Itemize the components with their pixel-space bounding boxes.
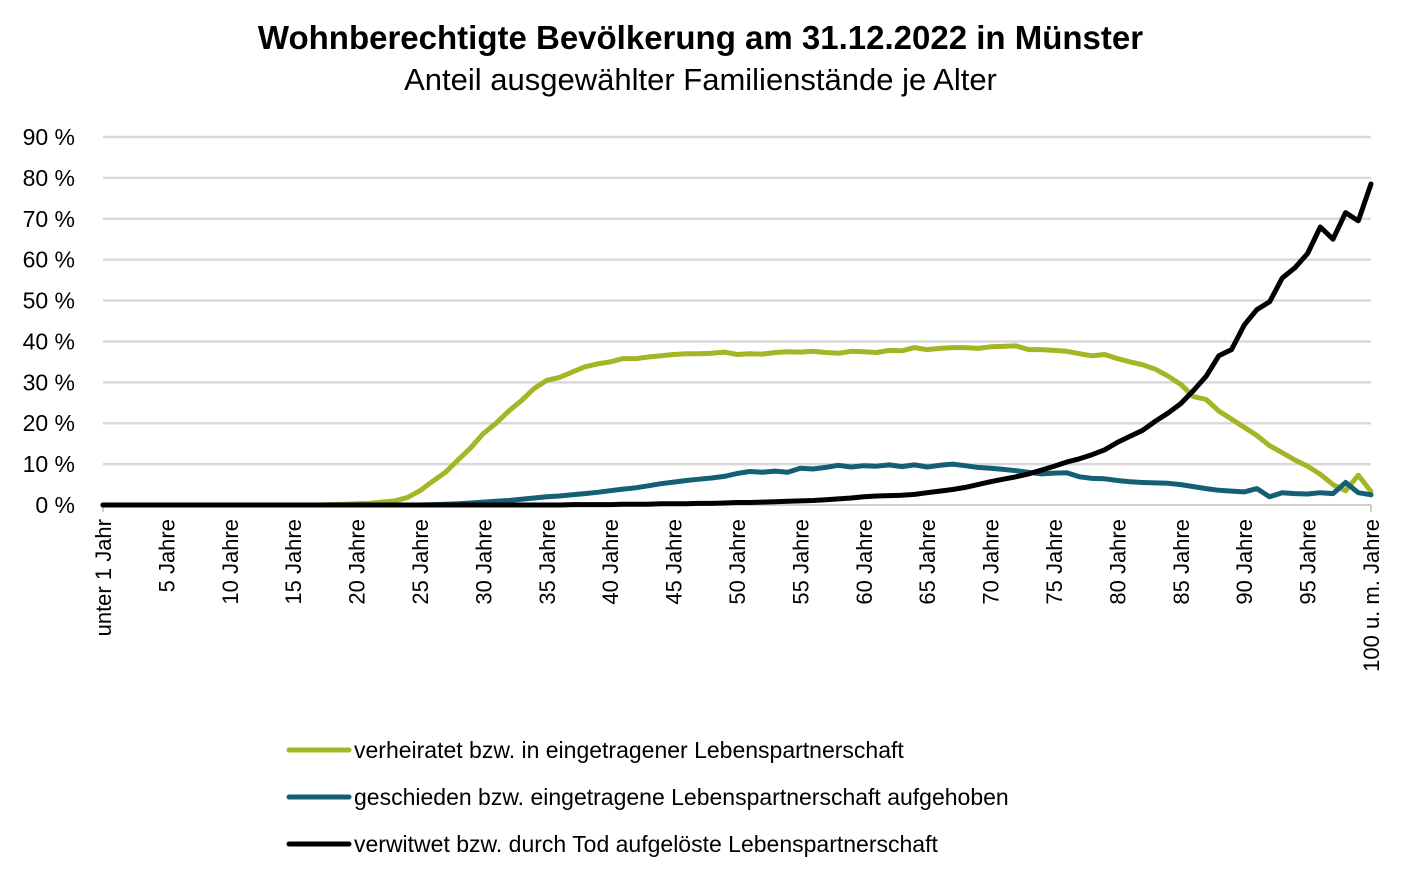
y-axis: 0 % 10 % 20 % 30 % 40 % 50 % 60 % 70 % 80 % 90 %	[23, 124, 75, 518]
y-tick-label: 0 %	[35, 492, 75, 518]
y-tick-label: 50 %	[23, 288, 75, 314]
y-tick-label: 10 %	[23, 451, 75, 477]
x-tick-label: 65 Jahre	[915, 519, 940, 605]
y-tick-label: 20 %	[23, 410, 75, 436]
x-tick-label: 85 Jahre	[1169, 519, 1194, 605]
x-tick-label: 10 Jahre	[218, 519, 243, 605]
x-tick-label: 95 Jahre	[1296, 519, 1321, 605]
x-tick-label: 20 Jahre	[345, 519, 370, 605]
series-lines	[100, 181, 1374, 508]
x-tick-label: 90 Jahre	[1232, 519, 1257, 605]
y-tick-label: 90 %	[23, 124, 75, 150]
y-tick-label: 60 %	[23, 247, 75, 273]
legend-label-2: geschieden bzw. eingetragene Lebenspartn…	[354, 784, 1009, 810]
x-tick-label: 5 Jahre	[154, 519, 179, 592]
series-line-3	[100, 181, 1374, 508]
legend-label-3: verwitwet bzw. durch Tod aufgelöste Lebe…	[354, 831, 938, 857]
x-tick-label: 50 Jahre	[725, 519, 750, 605]
y-tick-label: 30 %	[23, 369, 75, 395]
x-tick-label: 100 u. m. Jahre	[1359, 519, 1384, 672]
x-tick-label: 80 Jahre	[1105, 519, 1130, 605]
x-tick-label: 45 Jahre	[662, 519, 687, 605]
x-tick-label: unter 1 Jahr	[91, 519, 116, 636]
legend: verheiratet bzw. in eingetragener Lebens…	[286, 737, 1009, 857]
x-tick-label: 55 Jahre	[788, 519, 813, 605]
legend-label-1: verheiratet bzw. in eingetragener Lebens…	[354, 737, 904, 763]
x-tick-label: 75 Jahre	[1042, 519, 1067, 605]
chart-title: Wohnberechtigte Bevölkerung am 31.12.202…	[257, 19, 1144, 56]
x-tick-label: 60 Jahre	[852, 519, 877, 605]
x-tick-labels: unter 1 Jahr 5 Jahre 10 Jahre 15 Jahre 20 Ja…	[91, 519, 1384, 672]
x-tick-label: 35 Jahre	[535, 519, 560, 605]
chart-subtitle: Anteil ausgewählter Familienstände je Al…	[404, 62, 997, 97]
x-tick-label: 40 Jahre	[598, 519, 623, 605]
y-tick-label: 80 %	[23, 165, 75, 191]
x-tick-label: 15 Jahre	[281, 519, 306, 605]
y-tick-label: 40 %	[23, 328, 75, 354]
gridlines	[103, 135, 1371, 466]
x-tick-label: 25 Jahre	[408, 519, 433, 605]
x-tick-label: 30 Jahre	[471, 519, 496, 605]
x-tick-label: 70 Jahre	[979, 519, 1004, 605]
series-line-1	[100, 343, 1374, 508]
y-tick-label: 70 %	[23, 206, 75, 232]
series-line-2	[100, 461, 1374, 508]
